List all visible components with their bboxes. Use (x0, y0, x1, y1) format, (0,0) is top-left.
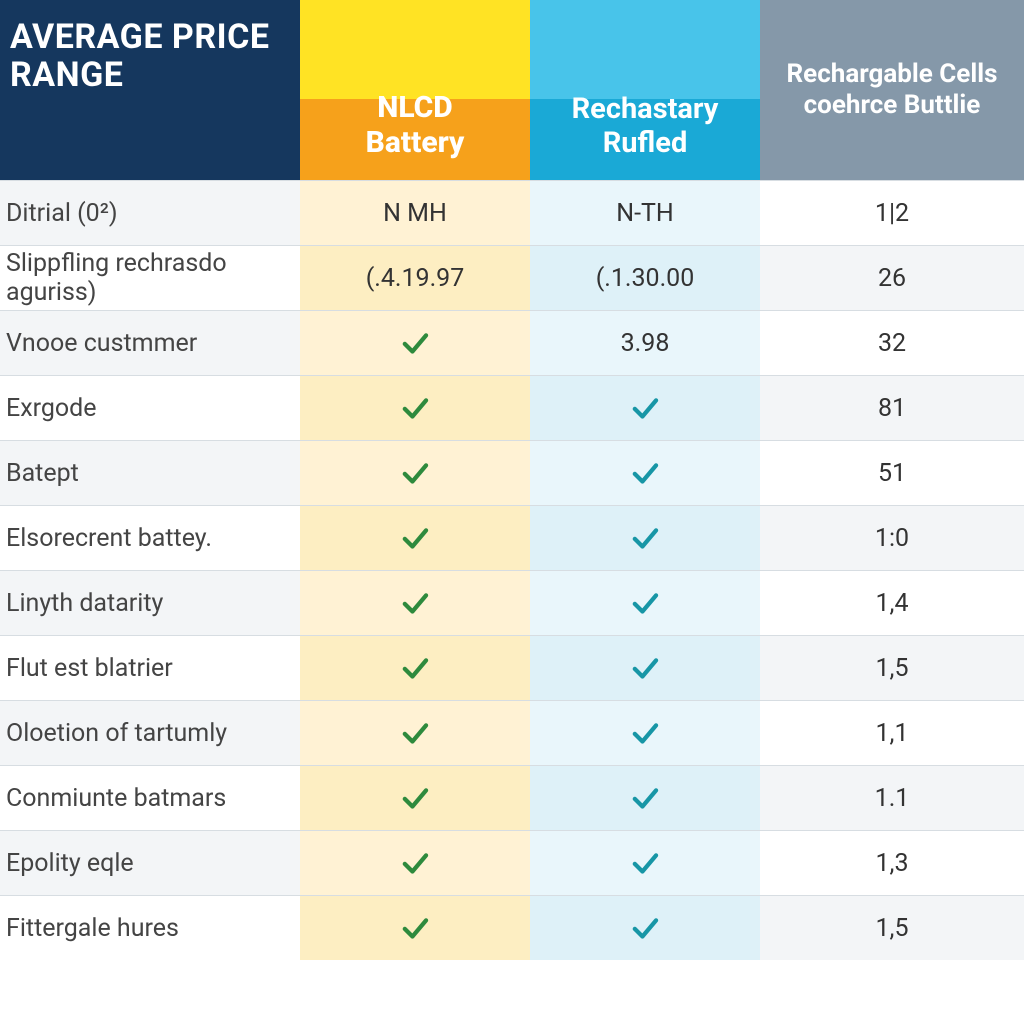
cell-col2 (530, 375, 760, 440)
row-label: Linyth datarity (0, 570, 300, 635)
row-label: Vnooe custmmer (0, 310, 300, 375)
row-label: Batept (0, 440, 300, 505)
check-icon (628, 456, 662, 490)
column-header-3: Rechargable Cells coehrce Buttlie (760, 0, 1024, 180)
check-icon (628, 586, 662, 620)
check-icon (628, 781, 662, 815)
row-label: Ditrial (0²) (0, 180, 300, 245)
check-icon (398, 716, 432, 750)
cell-col1 (300, 635, 530, 700)
check-icon (398, 521, 432, 555)
check-icon (628, 716, 662, 750)
col1-line2: Battery (366, 125, 465, 160)
cell-col3: 1,5 (760, 635, 1024, 700)
cell-col2: 3.98 (530, 310, 760, 375)
cell-col3: 1|2 (760, 180, 1024, 245)
cell-col3: 1:0 (760, 505, 1024, 570)
check-icon (398, 326, 432, 360)
cell-col3: 81 (760, 375, 1024, 440)
cell-col1 (300, 830, 530, 895)
row-label: Epolity eqle (0, 830, 300, 895)
check-icon (398, 846, 432, 880)
cell-col3: 32 (760, 310, 1024, 375)
col1-line1: NLCD (377, 90, 453, 125)
title-line2: Range (10, 55, 123, 95)
cell-col3: 1,1 (760, 700, 1024, 765)
cell-col2 (530, 765, 760, 830)
cell-col3: 1,3 (760, 830, 1024, 895)
cell-col1 (300, 895, 530, 960)
row-label: Slippfling rechrasdo aguriss) (0, 245, 300, 310)
col3-line1: Rechargable Cells (787, 59, 998, 89)
cell-col3: 1,4 (760, 570, 1024, 635)
column-header-1: NLCD Battery (300, 0, 530, 180)
cell-col1 (300, 765, 530, 830)
check-icon (398, 586, 432, 620)
cell-col2: N-TH (530, 180, 760, 245)
cell-col1 (300, 375, 530, 440)
cell-col2 (530, 635, 760, 700)
cell-col1: N MH (300, 180, 530, 245)
check-icon (398, 781, 432, 815)
cell-col2 (530, 895, 760, 960)
check-icon (628, 521, 662, 555)
cell-col1 (300, 505, 530, 570)
cell-col1: (.4.19.97 (300, 245, 530, 310)
col3-line2: coehrce Buttlie (804, 90, 981, 120)
row-label: Conmiunte batmars (0, 765, 300, 830)
cell-col3: 1,5 (760, 895, 1024, 960)
title-line1: Average Price (10, 17, 269, 57)
check-icon (628, 911, 662, 945)
check-icon (628, 391, 662, 425)
cell-col1 (300, 310, 530, 375)
col2-line2: Rufled (603, 126, 688, 160)
cell-col2 (530, 700, 760, 765)
row-label: Flut est blatrier (0, 635, 300, 700)
row-label: Exrgode (0, 375, 300, 440)
column-header-2: Rechastary Rufled (530, 0, 760, 180)
cell-col3: 26 (760, 245, 1024, 310)
cell-col1 (300, 700, 530, 765)
cell-col2 (530, 570, 760, 635)
check-icon (398, 456, 432, 490)
check-icon (398, 651, 432, 685)
check-icon (628, 846, 662, 880)
cell-col3: 51 (760, 440, 1024, 505)
cell-col1 (300, 570, 530, 635)
row-label: Fittergale hures (0, 895, 300, 960)
check-icon (398, 911, 432, 945)
cell-col2 (530, 830, 760, 895)
row-label: Oloetion of tartumly (0, 700, 300, 765)
cell-col1 (300, 440, 530, 505)
cell-col3: 1.1 (760, 765, 1024, 830)
table-title: Average Price Range (0, 0, 300, 180)
cell-col2: (.1.30.00 (530, 245, 760, 310)
check-icon (398, 391, 432, 425)
comparison-table: Average Price Range NLCD Battery Rechast… (0, 0, 1024, 960)
row-label: Elsorecrent battey. (0, 505, 300, 570)
cell-col2 (530, 505, 760, 570)
col2-line1: Rechastary (572, 92, 719, 126)
cell-col2 (530, 440, 760, 505)
check-icon (628, 651, 662, 685)
